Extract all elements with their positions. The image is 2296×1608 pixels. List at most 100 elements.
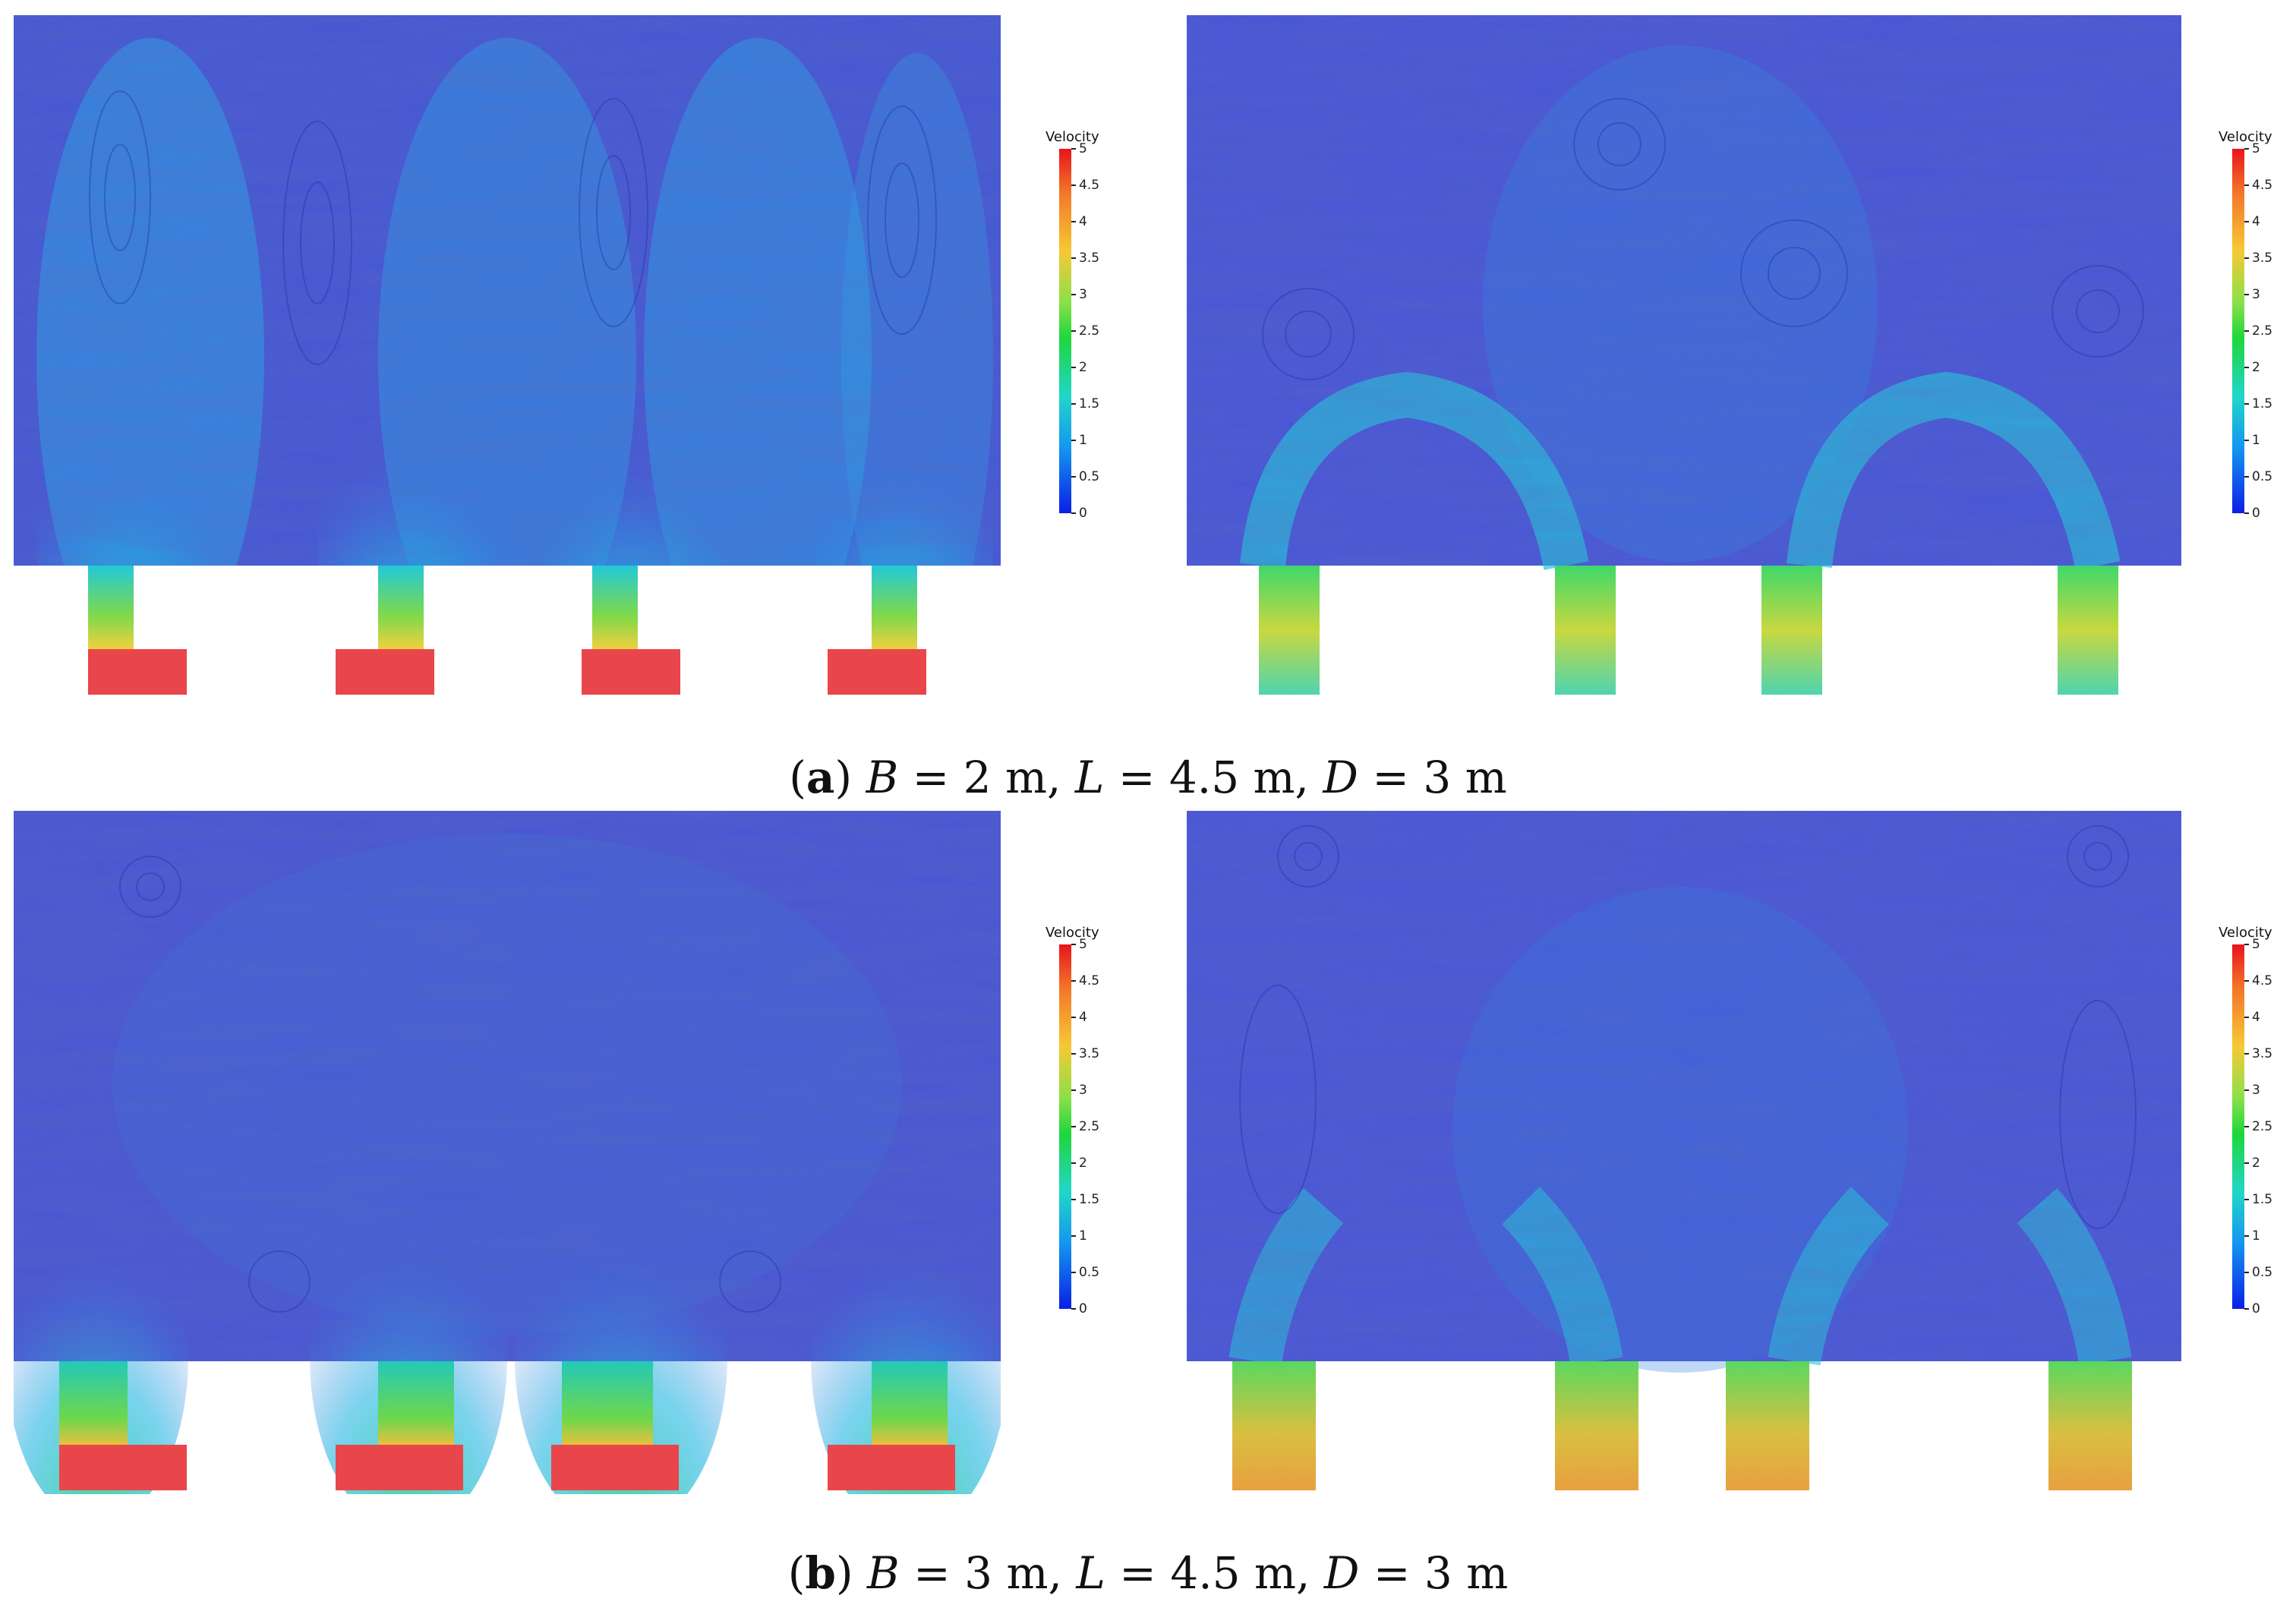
colorbar-tick-label: 0 [1079,506,1087,521]
colorbar-tick-label: 2 [1079,360,1087,375]
flow-field-b-right [1187,811,2181,1490]
colorbar-tick-mark [1071,980,1076,982]
colorbar-tick-label: 3.5 [1079,1046,1100,1061]
colorbar-tick-label: 0.5 [1079,1265,1100,1280]
colorbar-tick-label: 3.5 [2252,1046,2273,1061]
colorbar-tick-label: 0 [2252,1301,2260,1316]
colorbar-tick-label: 1 [2252,1228,2260,1244]
colorbar-tick-mark [1071,221,1076,222]
colorbar-tick-mark [1071,512,1076,514]
colorbar-tick-label: 4.5 [1079,973,1100,988]
colorbar-tick-label: 1 [1079,1228,1087,1244]
colorbar-tick-label: 0 [1079,1301,1087,1316]
colorbar-tick-label: 0.5 [1079,469,1100,484]
colorbar-title: Velocity [2219,129,2272,145]
colorbar-tick-mark [1071,1199,1076,1200]
colorbar-tick-label: 3.5 [1079,251,1100,266]
colorbar-title: Velocity [1046,129,1099,145]
colorbar-tick-mark [2244,980,2249,982]
colorbar-tick-mark [1071,294,1076,295]
colorbar-tick-label: 2 [2252,1156,2260,1171]
panel-a-left [14,15,1001,698]
colorbar-tick-mark [2244,1089,2249,1091]
colorbar-tick-label: 1.5 [1079,1192,1100,1207]
colorbar-tick-mark [2244,403,2249,405]
colorbar-tick-label: 3 [1079,287,1087,302]
colorbar-gradient [2232,149,2244,513]
colorbar-tick-mark [2244,440,2249,441]
colorbar-tick-label: 4 [2252,214,2260,229]
colorbar-tick-label: 5 [2252,141,2260,156]
colorbar-tick-label: 2.5 [2252,1119,2273,1134]
colorbar-tick-mark [1071,1089,1076,1091]
colorbar-tick-label: 4.5 [1079,178,1100,193]
colorbar-tick-label: 5 [1079,937,1087,952]
colorbar-tick-mark [1071,1053,1076,1055]
colorbar-tick-label: 1.5 [2252,396,2273,411]
colorbar-tick-label: 4.5 [2252,178,2273,193]
colorbar-tick-mark [2244,330,2249,332]
colorbar-tick-mark [2244,148,2249,150]
colorbar-tick-label: 0.5 [2252,1265,2273,1280]
colorbar-tick-mark [1071,1126,1076,1127]
caption-b: (b) B = 3 m, L = 4.5 m, D = 3 m [787,1547,1509,1599]
colorbar-tick-mark [2244,367,2249,368]
colorbar-tick-label: 2 [1079,1156,1087,1171]
colorbar-tick-mark [2244,1162,2249,1164]
colorbar-tick-mark [2244,221,2249,222]
colorbar-tick-label: 2 [2252,360,2260,375]
colorbar-gradient [1059,944,1071,1309]
colorbar-tick-mark [2244,1235,2249,1237]
colorbar-tick-mark [1071,1272,1076,1273]
colorbar-tick-mark [2244,476,2249,478]
colorbar-tick-mark [1071,1308,1076,1310]
colorbar-tick-mark [2244,1053,2249,1055]
colorbar-tick-mark [1071,330,1076,332]
colorbar-a-left: Velocity 5 4.5 4 3.5 3 2.5 2 1.5 1 0.5 0 [1046,129,1143,524]
colorbar-tick-label: 0 [2252,506,2260,521]
flow-field-a-left [14,15,1001,695]
colorbar-tick-label: 3 [2252,287,2260,302]
colorbar-tick-mark [1071,367,1076,368]
colorbar-tick-mark [2244,1308,2249,1310]
colorbar-b-right: Velocity 5 4.5 4 3.5 3 2.5 2 1.5 1 0.5 0 [2219,925,2296,1320]
colorbar-tick-label: 4.5 [2252,973,2273,988]
flow-field-b-left [14,811,1001,1494]
colorbar-tick-label: 1.5 [1079,396,1100,411]
colorbar-tick-label: 4 [1079,214,1087,229]
colorbar-tick-mark [2244,1017,2249,1018]
colorbar-tick-label: 3 [1079,1083,1087,1098]
flow-field-a-right [1187,15,2181,695]
colorbar-tick-mark [1071,1162,1076,1164]
colorbar-tick-mark [2244,257,2249,259]
colorbar-tick-mark [2244,512,2249,514]
colorbar-gradient [2232,944,2244,1309]
colorbar-tick-label: 1 [2252,433,2260,448]
colorbar-title: Velocity [2219,925,2272,941]
colorbar-tick-mark [1071,403,1076,405]
colorbar-tick-mark [2244,1126,2249,1127]
panel-b-right [1187,811,2181,1494]
colorbar-b-left: Velocity 5 4.5 4 3.5 3 2.5 2 1.5 1 0.5 0 [1046,925,1143,1320]
colorbar-tick-mark [1071,1235,1076,1237]
colorbar-tick-mark [2244,294,2249,295]
colorbar-tick-mark [1071,257,1076,259]
colorbar-tick-mark [2244,184,2249,186]
colorbar-gradient [1059,149,1071,513]
colorbar-tick-label: 2.5 [1079,323,1100,339]
colorbar-tick-mark [1071,1017,1076,1018]
colorbar-tick-label: 1 [1079,433,1087,448]
colorbar-tick-mark [1071,476,1076,478]
colorbar-tick-mark [1071,944,1076,945]
colorbar-tick-label: 3 [2252,1083,2260,1098]
colorbar-tick-label: 5 [2252,937,2260,952]
colorbar-title: Velocity [1046,925,1099,941]
colorbar-tick-mark [2244,1272,2249,1273]
colorbar-tick-label: 2.5 [2252,323,2273,339]
colorbar-tick-label: 1.5 [2252,1192,2273,1207]
colorbar-tick-label: 5 [1079,141,1087,156]
colorbar-tick-mark [1071,184,1076,186]
colorbar-tick-label: 0.5 [2252,469,2273,484]
panel-b-left [14,811,1001,1494]
panel-a-right [1187,15,2181,698]
